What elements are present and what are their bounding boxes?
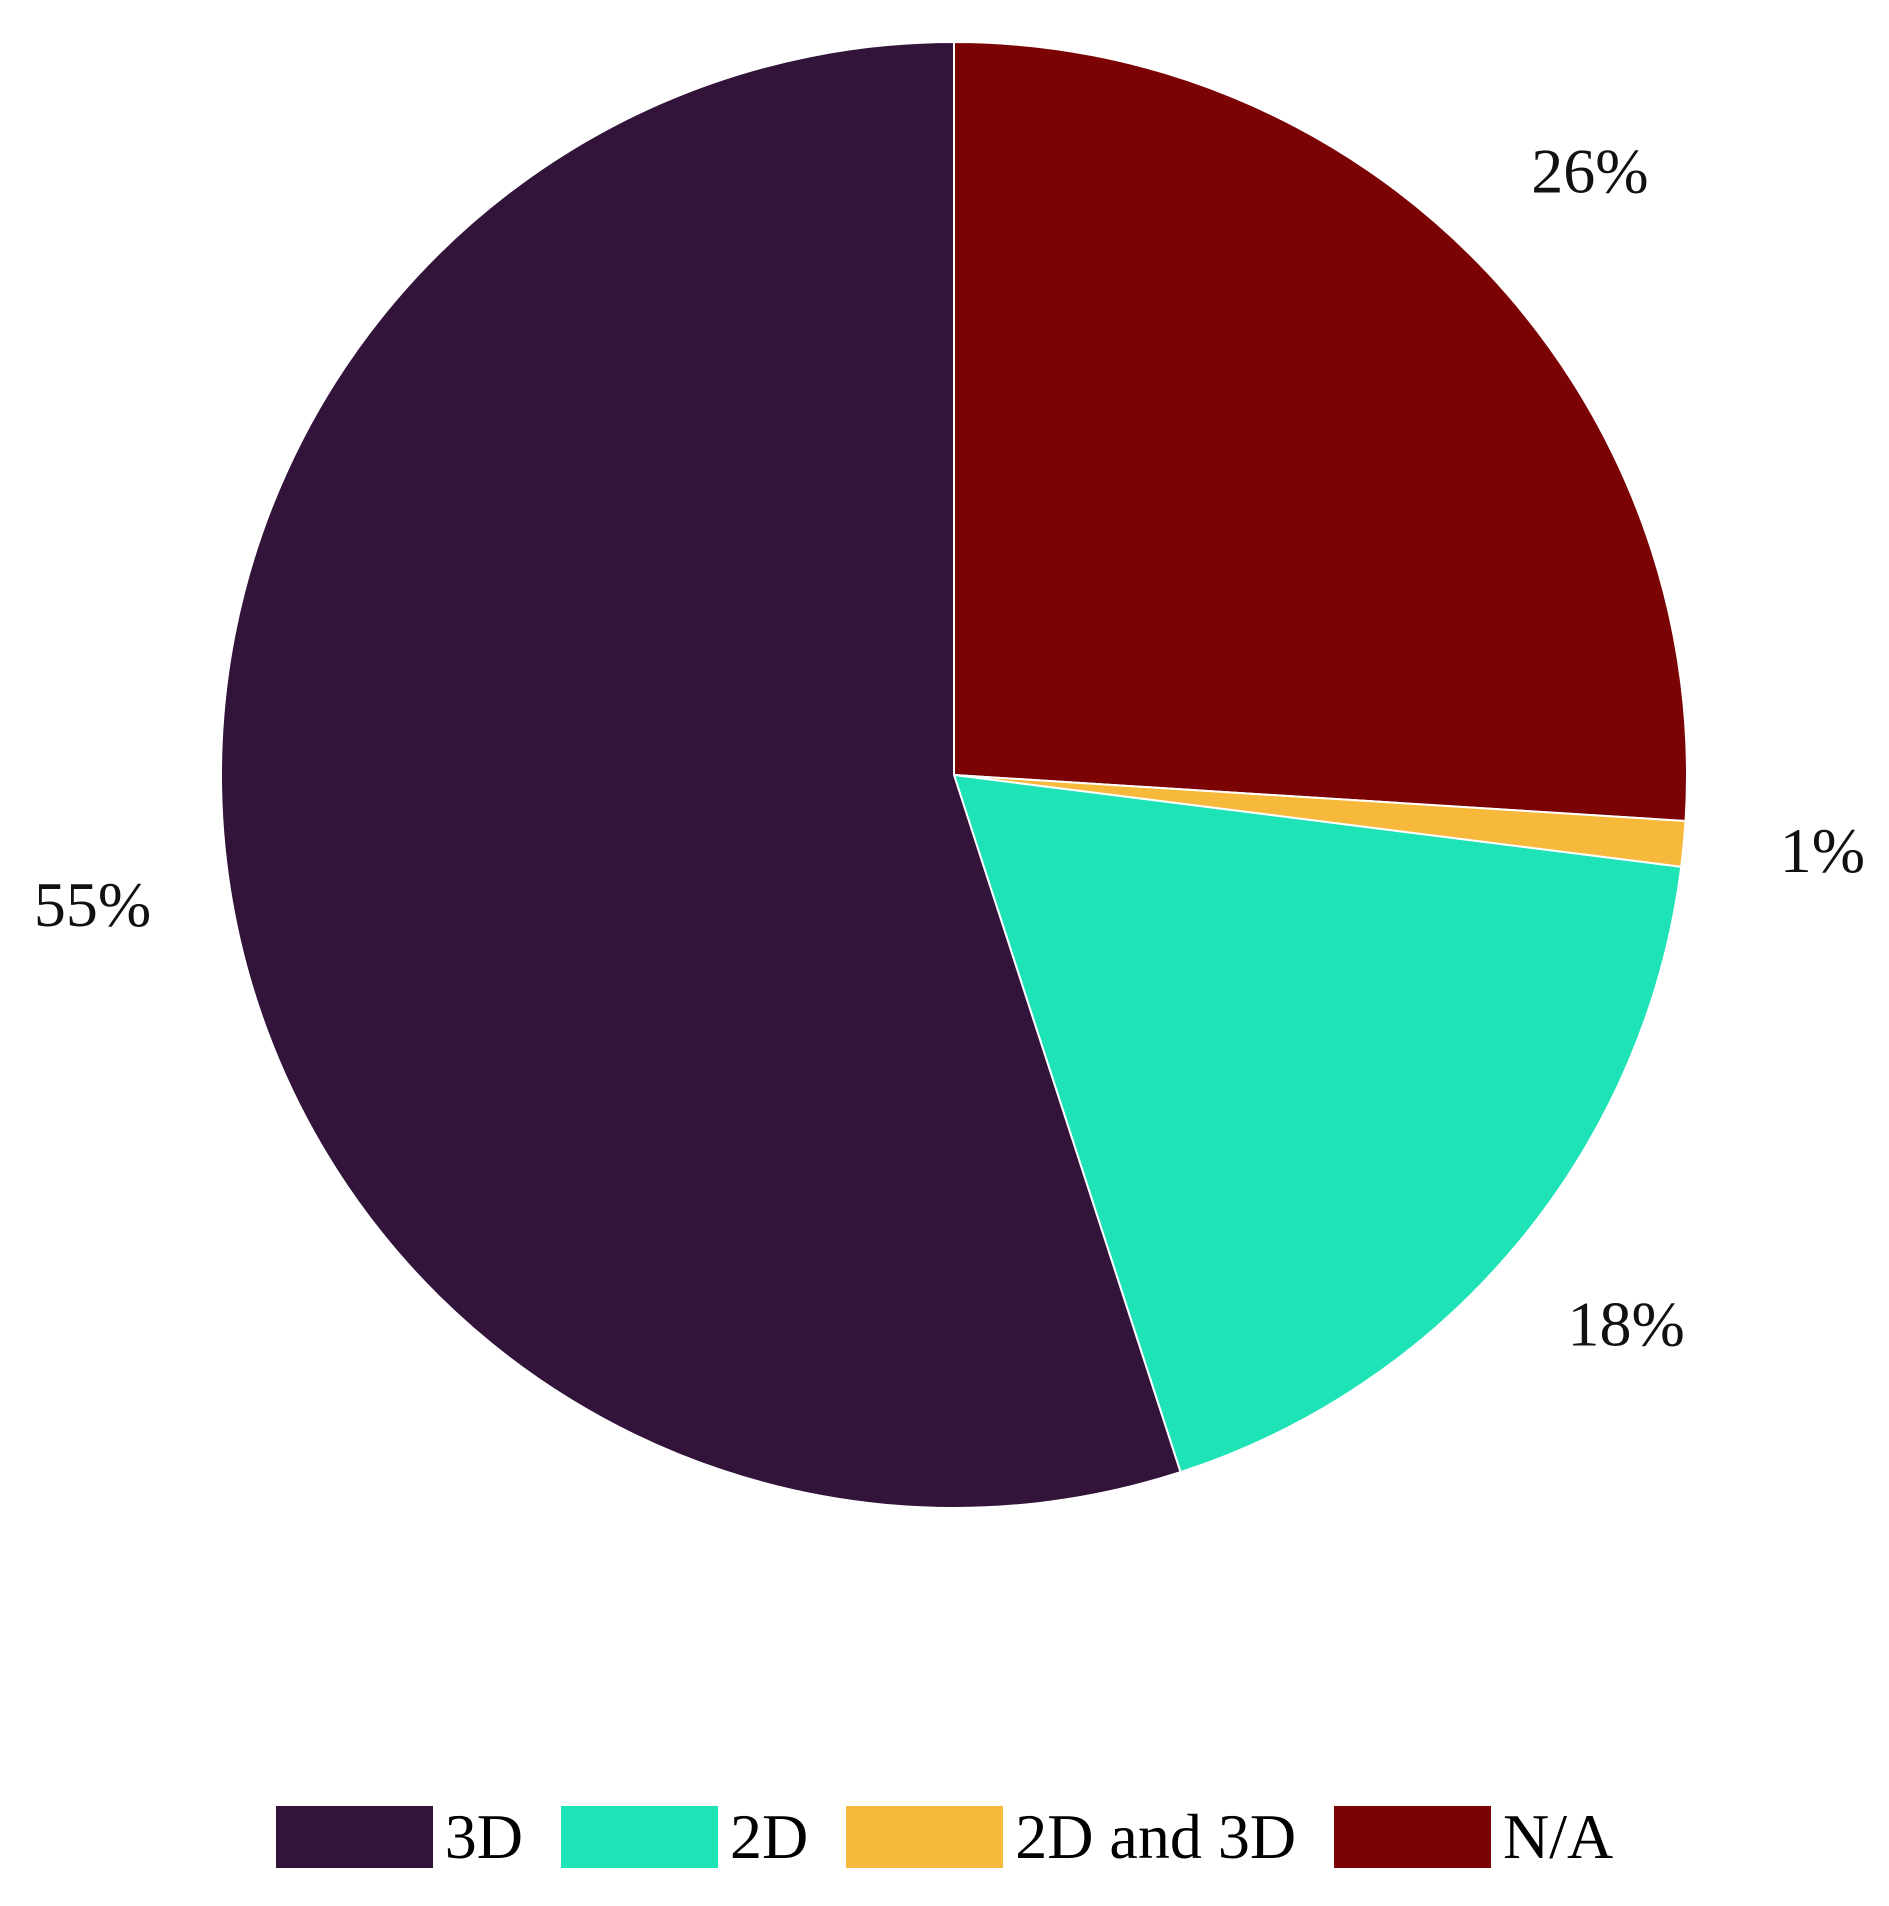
chart: 26% 1% 18% 55% — [34, 40, 1865, 1509]
legend-item: 2D — [560, 1800, 809, 1874]
data-label: 18% — [1567, 1289, 1684, 1360]
legend-item: 2D and 3D — [846, 1800, 1296, 1874]
legend-swatch — [560, 1806, 718, 1868]
data-label: 55% — [34, 869, 151, 940]
pie-slice — [953, 40, 1688, 823]
data-label: 26% — [1531, 136, 1648, 207]
legend-label: N/A — [1503, 1801, 1614, 1872]
legend-item: 3D — [275, 1800, 523, 1874]
legend-label: 2D and 3D — [1015, 1801, 1297, 1872]
legend-swatch — [1334, 1806, 1492, 1868]
legend-swatch — [846, 1806, 1004, 1868]
legend: 3D 2D 2D and 3D N/A — [0, 1800, 1889, 1874]
data-label: 1% — [1780, 815, 1865, 886]
legend-label: 3D — [444, 1801, 523, 1872]
legend-swatch — [275, 1806, 433, 1868]
legend-label: 2D — [729, 1801, 809, 1872]
pie-slice — [952, 773, 1683, 1474]
legend-item: N/A — [1334, 1800, 1613, 1874]
pie-slice — [220, 40, 1182, 1509]
